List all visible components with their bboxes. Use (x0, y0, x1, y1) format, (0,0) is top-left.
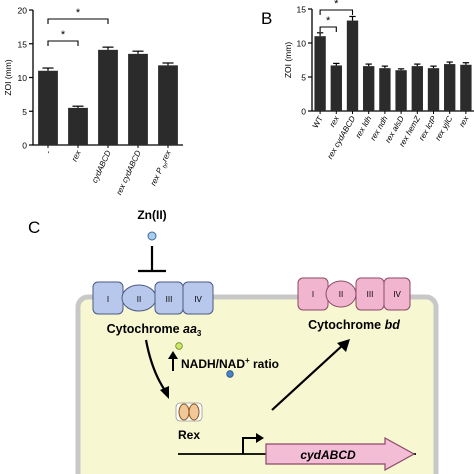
bar-rex-lctp (427, 68, 440, 111)
bar-rex-ndh (379, 68, 391, 111)
aa3-subunit-i-label: I (107, 295, 109, 304)
bar-cydabcd (98, 49, 118, 146)
y-tick-label: 15 (297, 5, 307, 15)
bar-wt (314, 36, 326, 112)
arrow-to-bd (271, 343, 345, 411)
y-tick-label: 0 (22, 141, 27, 151)
significance-bracket (319, 9, 354, 15)
rex-label: Rex (178, 428, 200, 442)
x-tick-label-wt: WT (311, 114, 325, 129)
up-arrow-head (168, 351, 178, 359)
nad-plus-icon (175, 342, 183, 350)
x-tick-label-rex: rex (70, 148, 83, 163)
arrow-to-bd-head (337, 339, 350, 352)
significance-star: * (334, 0, 339, 10)
bd-subunit-iii-label: III (367, 290, 374, 299)
y-tick-label: 5 (22, 107, 27, 117)
promoter-arrow-head (256, 433, 264, 443)
bd-subunit-iv-label: IV (393, 290, 401, 299)
y-tick-label: 20 (18, 6, 28, 16)
panel-c-label: C (28, 218, 40, 237)
aa3-subunit-ii-label: II (137, 295, 141, 304)
bar-rex (330, 65, 342, 111)
cydabcd-gene-arrow (265, 436, 416, 472)
x-tick-label-rex-cydabcd: rex cydABCD (114, 149, 143, 197)
cytochrome-bd-complex: I II III IV (297, 277, 411, 311)
arrow-aa3-to-rex-head (160, 386, 169, 399)
cydabcd-gene-label: cydABCD (300, 448, 356, 462)
bar-rex-cydabcd (128, 53, 148, 145)
cytochrome-aa3-label: Cytochrome aa3 (107, 322, 202, 338)
promoter-arrow-icon (242, 437, 257, 454)
panel-b-label: B (261, 9, 272, 28)
bar-rex (68, 107, 88, 145)
significance-star: * (326, 15, 331, 27)
significance-star: * (76, 7, 81, 19)
y-tick-label: 0 (301, 107, 306, 117)
y-axis-label: ZOI (mm) (283, 42, 293, 79)
nadh-ratio-label: NADH/NAD+ ratio (181, 356, 279, 371)
bar-rex-p (158, 65, 178, 145)
significance-bracket (47, 40, 79, 46)
x-tick-label-rex-p: rex P tyrrex (149, 148, 175, 188)
x-tick-label-rex: rex (457, 114, 471, 129)
aa3-subunit-iv-label: IV (194, 295, 202, 304)
bar-rex-cydabcd (346, 20, 359, 112)
x-tick-label-none: - (44, 149, 53, 156)
y-tick-label: 10 (297, 39, 307, 49)
chart-a: 0 5 10 15 20 ZOI (mm) - rex cydABCD rex cydABCD re… (3, 6, 183, 197)
bar-rex (460, 64, 472, 111)
bd-subunit-i-label: I (312, 290, 314, 299)
significance-bracket (47, 18, 109, 24)
bar-rex-ldh (363, 66, 375, 111)
significance-bracket (319, 26, 337, 32)
bd-subunit-ii-label: II (339, 290, 343, 299)
y-tick-label: 15 (18, 39, 28, 49)
cytochrome-aa3-complex: I II III IV (92, 281, 214, 315)
bar-rex-alsd (395, 70, 407, 111)
aa3-subunit-iii-label: III (166, 295, 173, 304)
y-tick-label: 5 (301, 73, 306, 83)
bar-rex-hemz (411, 66, 423, 111)
cytochrome-bd-label: Cytochrome bd (308, 318, 400, 332)
bar-rex-yjlc (444, 64, 456, 111)
x-tick-label-rex: rex (328, 114, 342, 129)
rex-repressor-icon (175, 402, 203, 422)
y-axis-label: ZOI (mm) (3, 59, 13, 96)
zn-ion-icon (147, 231, 157, 241)
bar-none (38, 70, 58, 145)
zn-label: Zn(II) (137, 208, 166, 222)
panel-c: C Zn(II) I II III IV Cytochrome aa3 I II (28, 208, 439, 474)
aa3-subunit-iv (182, 281, 214, 315)
y-tick-label: 10 (18, 73, 28, 83)
significance-star: * (61, 29, 66, 41)
nadh-icon (226, 370, 234, 378)
x-tick-label-cydabcd: cydABCD (90, 149, 113, 184)
bd-subunit-iv (383, 277, 411, 311)
